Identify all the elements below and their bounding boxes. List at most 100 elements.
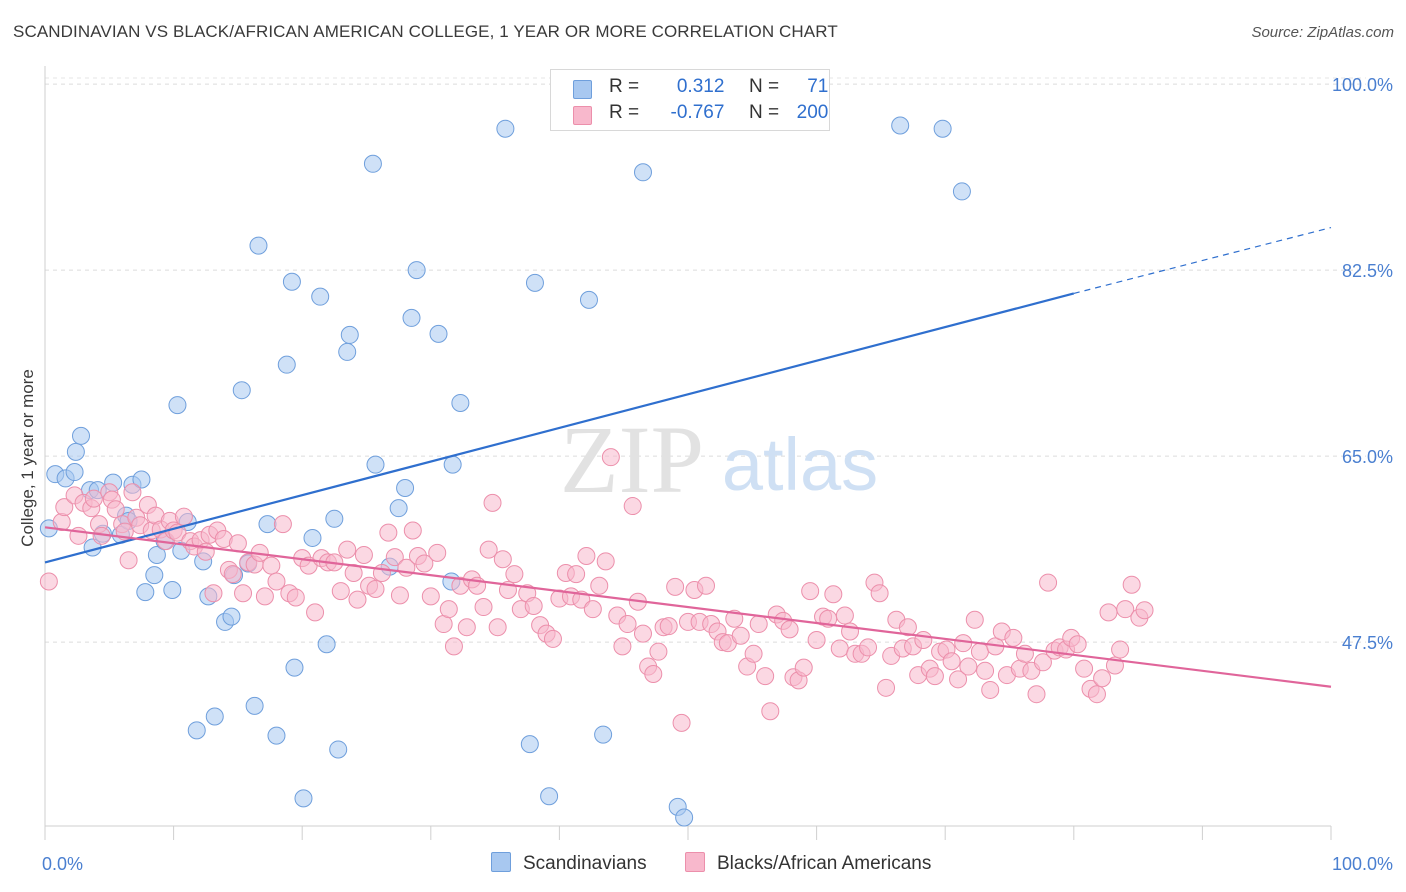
data-point: [1093, 669, 1112, 688]
data-point: [119, 551, 138, 570]
data-point: [407, 261, 426, 280]
data-point: [601, 448, 620, 467]
legend-r-label: R =: [609, 102, 640, 123]
data-point: [443, 455, 462, 474]
data-point: [1111, 640, 1130, 659]
correlation-legend: R = 0.312 N = 71 R = -0.767 N = 200: [550, 69, 830, 131]
data-point: [228, 534, 247, 553]
data-point: [644, 665, 663, 683]
legend-r-value: -0.767: [670, 102, 725, 123]
data-point: [925, 667, 944, 686]
data-point: [366, 455, 385, 474]
data-point: [106, 500, 125, 519]
data-point: [72, 426, 91, 445]
watermark: ZIP atlas: [560, 406, 878, 513]
data-point: [731, 626, 750, 645]
watermark-atlas: atlas: [722, 423, 878, 506]
data-point: [294, 789, 313, 808]
data-point: [245, 696, 264, 715]
legend-n-label: N =: [748, 76, 780, 97]
data-point: [223, 565, 242, 584]
watermark-zip: ZIP: [560, 406, 704, 513]
data-point: [390, 586, 409, 605]
data-point: [725, 609, 744, 628]
y-tick-label: 82.5%: [1342, 261, 1393, 281]
data-point: [1068, 635, 1087, 654]
data-point: [949, 670, 968, 689]
data-point: [303, 528, 322, 547]
legend-n-value: 71: [807, 76, 829, 97]
data-point: [311, 287, 330, 306]
data-point: [415, 554, 434, 573]
data-point: [618, 615, 637, 634]
data-point: [338, 342, 357, 361]
data-point: [675, 808, 694, 827]
data-point: [65, 463, 84, 482]
data-point: [428, 543, 447, 562]
data-point: [168, 396, 187, 415]
legend-text: R = 0.312 N = 71: [609, 76, 828, 98]
data-point: [749, 615, 768, 634]
legend-n-label: N =: [748, 102, 780, 123]
data-point: [524, 596, 543, 615]
data-point: [891, 116, 910, 135]
data-point: [204, 584, 223, 603]
legend-text: R = -0.767 N = 200: [609, 102, 828, 124]
data-point: [55, 498, 74, 517]
data-point: [976, 661, 995, 680]
data-point: [942, 652, 961, 671]
data-point: [474, 598, 493, 617]
data-point: [338, 540, 357, 559]
data-point: [348, 590, 367, 609]
data-point: [396, 478, 415, 497]
data-point: [234, 584, 253, 603]
data-point: [824, 585, 843, 604]
data-point: [649, 642, 668, 661]
data-point: [123, 483, 142, 502]
legend-swatch-blue: [573, 80, 592, 99]
data-point: [39, 572, 58, 591]
data-point: [577, 547, 596, 566]
data-point: [325, 509, 344, 528]
data-point: [914, 630, 933, 649]
data-point: [807, 630, 826, 649]
data-point: [859, 638, 878, 657]
data-point: [488, 618, 507, 637]
axes: [44, 66, 1332, 840]
data-point: [933, 119, 952, 138]
source-label: Source: ZipAtlas.com: [1251, 24, 1394, 41]
data-point: [780, 620, 799, 639]
data-point: [340, 325, 359, 344]
data-point: [954, 634, 973, 653]
data-point: [583, 600, 602, 619]
bottom-legend-swatch-blue: [491, 852, 511, 872]
legend-n-value: 200: [796, 102, 829, 123]
data-point: [1099, 603, 1118, 622]
data-point: [286, 588, 305, 607]
bottom-legend-scandinavians: Scandinavians: [491, 852, 647, 875]
trend-line-scandinavians: [44, 292, 1075, 564]
data-point: [1027, 685, 1046, 704]
y-tick-label: 47.5%: [1342, 633, 1393, 653]
data-point: [590, 576, 609, 595]
data-point: [756, 667, 775, 686]
data-point: [870, 584, 889, 603]
data-point: [267, 726, 286, 745]
data-point: [222, 607, 241, 626]
data-point: [439, 600, 458, 619]
data-point: [579, 290, 598, 309]
data-point: [66, 442, 85, 461]
data-point: [567, 565, 586, 584]
data-point: [451, 393, 470, 412]
data-point: [877, 678, 896, 697]
data-point: [277, 355, 296, 374]
data-point: [285, 658, 304, 677]
data-point: [794, 658, 813, 677]
data-point: [952, 182, 971, 201]
data-point: [429, 324, 448, 343]
data-point: [84, 489, 103, 508]
data-point: [363, 154, 382, 173]
data-point: [273, 515, 292, 534]
data-point: [965, 610, 984, 629]
